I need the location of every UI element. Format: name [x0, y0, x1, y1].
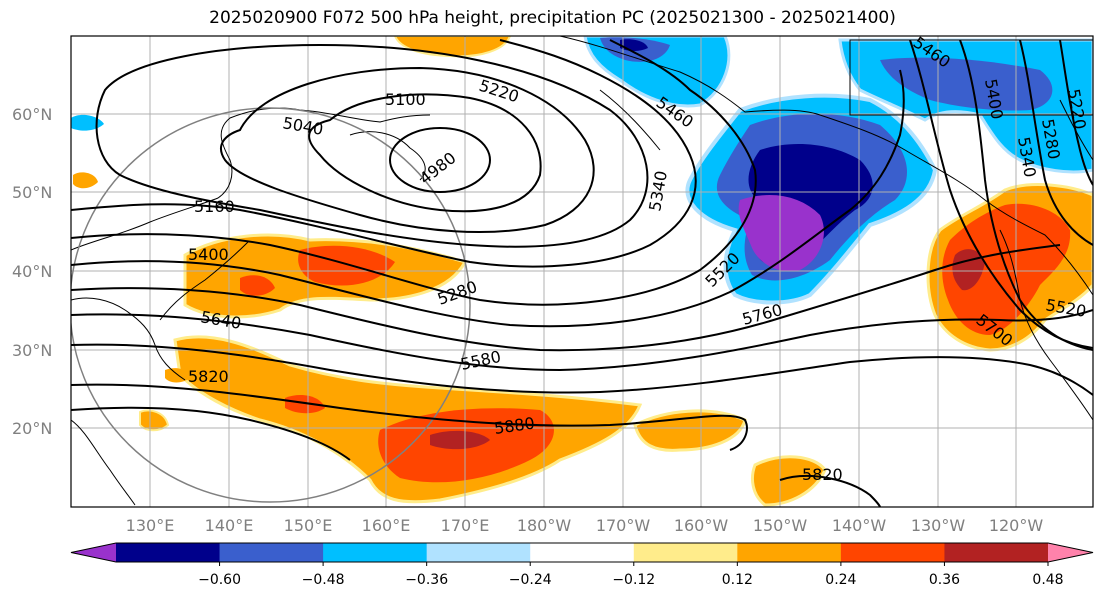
latitude-labels: 60°N 50°N 40°N 30°N 20°N — [12, 105, 52, 438]
colorbar: −0.60 −0.48 −0.36 −0.24 −0.12 0.12 0.24 0.36 0.4… — [70, 542, 1094, 588]
lon-label: 170°W — [596, 516, 651, 535]
lat-label: 30°N — [12, 341, 52, 360]
region-ellipse — [71, 107, 471, 503]
colorbar-swatch — [840, 543, 945, 562]
map-title: 2025020900 F072 500 hPa height, precipit… — [209, 8, 896, 28]
lat-label: 60°N — [12, 105, 52, 124]
lon-label: 150°W — [753, 516, 808, 535]
colorbar-tick-label: 0.12 — [722, 572, 753, 588]
colorbar-tick-label: −0.12 — [612, 572, 655, 588]
longitude-labels: 130°E 140°E 150°E 160°E 170°E 180°W 170°… — [126, 516, 1044, 535]
contour-label: 5400 — [188, 245, 229, 264]
colorbar-tick-label: 0.36 — [929, 572, 960, 588]
colorbar-swatch — [944, 543, 1049, 562]
colorbar-tick-label: 0.24 — [825, 572, 856, 588]
lat-label: 50°N — [12, 183, 52, 202]
colorbar-extend-high — [1048, 543, 1093, 562]
map-gridlines — [71, 36, 1093, 507]
colorbar-swatch — [737, 543, 842, 562]
lon-label: 130°E — [126, 516, 175, 535]
lon-label: 130°W — [911, 516, 966, 535]
colorbar-swatch — [633, 543, 738, 562]
colorbar-swatch — [530, 543, 635, 562]
colorbar-swatch — [219, 543, 324, 562]
contour-label: 5820 — [188, 367, 229, 386]
lon-label: 160°W — [674, 516, 729, 535]
colorbar-tick-label: 0.48 — [1032, 572, 1063, 588]
lon-label: 140°E — [205, 516, 254, 535]
colorbar-swatch — [426, 543, 531, 562]
colorbar-swatch — [116, 543, 221, 562]
lat-label: 20°N — [12, 419, 52, 438]
inset-box — [849, 39, 1093, 116]
lon-label: 120°W — [989, 516, 1044, 535]
colorbar-extend-low — [71, 543, 116, 562]
height-contours — [71, 39, 1093, 507]
lon-label: 180°W — [517, 516, 572, 535]
colorbar-tick-label: −0.24 — [509, 572, 552, 588]
contour-label: 5160 — [194, 197, 235, 216]
colorbar-tick-label: −0.48 — [302, 572, 345, 588]
lon-label: 170°E — [441, 516, 490, 535]
lon-label: 150°E — [284, 516, 333, 535]
map-frame — [70, 35, 1094, 508]
colorbar-tick-label: −0.36 — [405, 572, 448, 588]
lon-label: 140°W — [832, 516, 887, 535]
coastlines — [71, 36, 1093, 506]
lat-label: 40°N — [12, 262, 52, 281]
lon-label: 160°E — [362, 516, 411, 535]
colorbar-outline — [70, 542, 1094, 563]
contour-label: 5820 — [802, 465, 843, 484]
contour-label: 5100 — [385, 90, 426, 109]
colorbar-swatch — [323, 543, 428, 562]
colorbar-tick-label: −0.60 — [198, 572, 241, 588]
